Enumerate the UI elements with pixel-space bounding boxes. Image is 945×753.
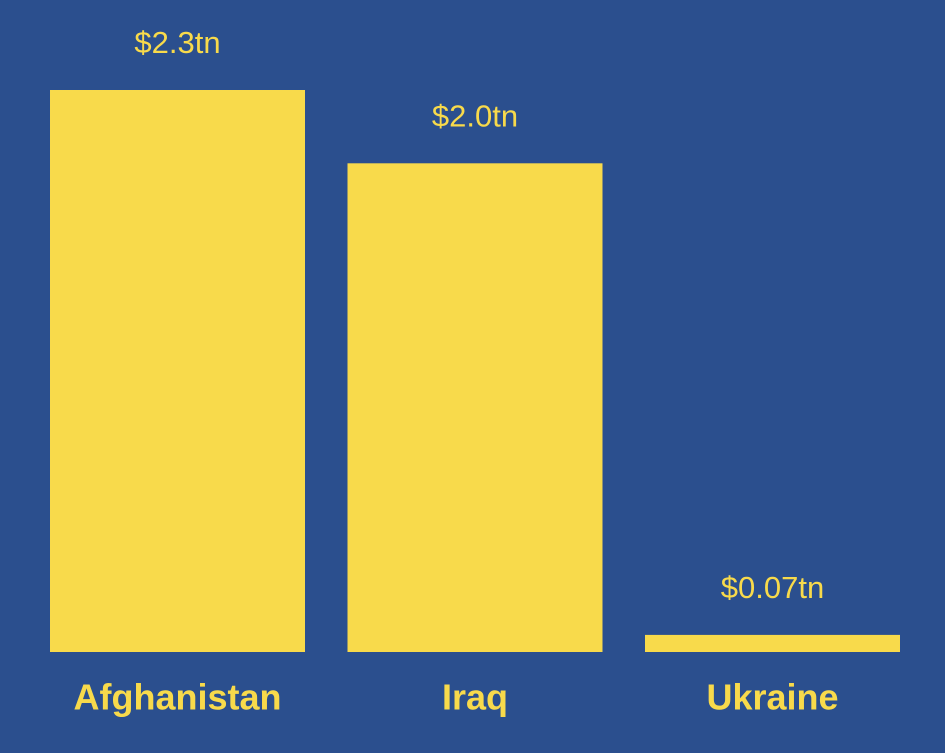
value-label: $2.3tn [134, 25, 220, 60]
category-label: Iraq [442, 677, 508, 718]
value-label: $0.07tn [721, 570, 824, 605]
bar [50, 90, 305, 652]
category-label: Afghanistan [73, 677, 281, 718]
value-label: $2.0tn [432, 98, 518, 133]
category-label: Ukraine [706, 677, 838, 718]
bar [645, 634, 900, 652]
bar [347, 163, 603, 652]
